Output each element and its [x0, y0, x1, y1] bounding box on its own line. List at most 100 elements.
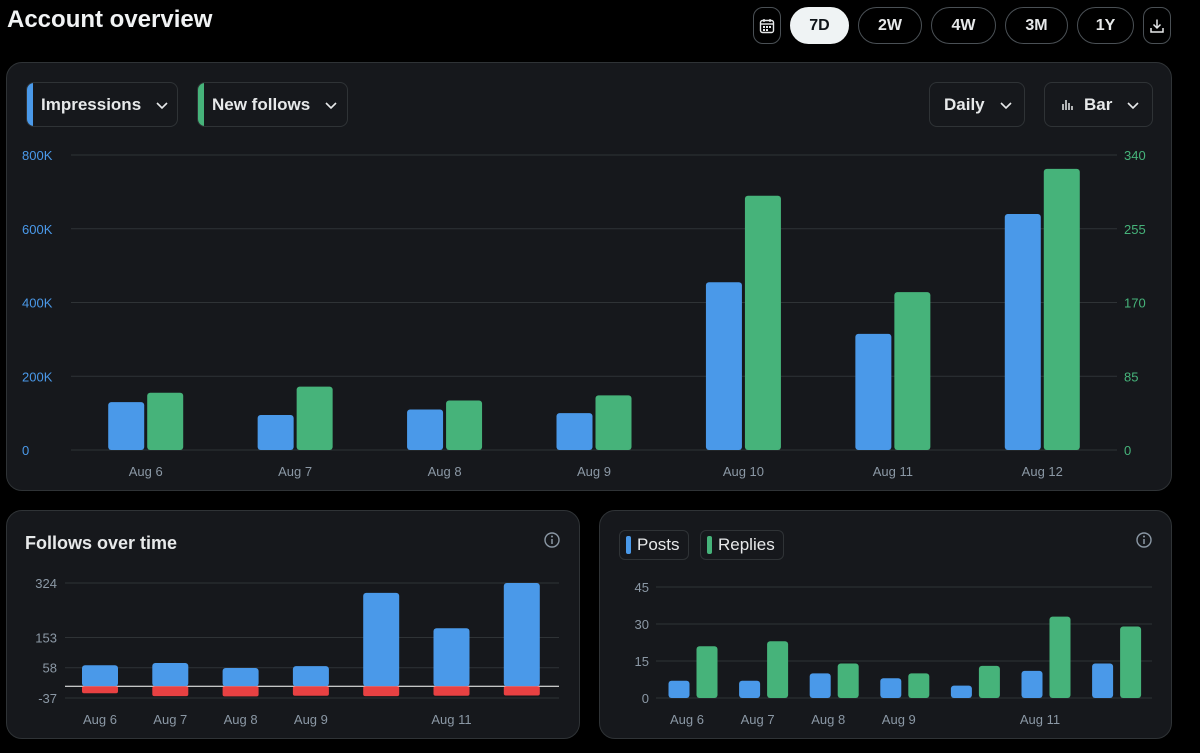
range-2w-button[interactable]: 2W	[858, 7, 922, 44]
x-axis-tick-label: Aug 7	[741, 712, 775, 727]
x-axis-tick-label: Aug 7	[278, 464, 312, 479]
right-axis-tick-label: 170	[1124, 296, 1146, 311]
bar-impressions	[108, 402, 145, 450]
bar-replies	[767, 641, 789, 698]
chevron-down-icon	[999, 98, 1013, 112]
bar-follows-lost	[433, 686, 470, 696]
download-icon	[1150, 19, 1164, 33]
metric1-color-swatch	[27, 83, 33, 126]
y-axis-tick-label: 30	[635, 617, 649, 632]
legend-replies-label: Replies	[718, 535, 775, 554]
range-4w-button[interactable]: 4W	[931, 7, 996, 44]
chart-type-label: Bar	[1084, 94, 1113, 114]
bar-new-follows	[744, 195, 781, 450]
x-axis-tick-label: Aug 11	[1020, 712, 1060, 727]
range-1y-button[interactable]: 1Y	[1077, 7, 1134, 44]
x-axis-tick-label: Aug 6	[670, 712, 704, 727]
range-3m-button[interactable]: 3M	[1005, 7, 1068, 44]
x-axis-tick-label: Aug 11	[431, 712, 471, 727]
y-axis-tick-label: 153	[35, 630, 57, 645]
legend-posts[interactable]: Posts	[619, 530, 689, 560]
y-axis-tick-label: 58	[43, 661, 57, 676]
bar-follows-gained	[292, 666, 329, 687]
metric1-label: Impressions	[41, 94, 142, 114]
right-axis-tick-label: 340	[1124, 148, 1146, 163]
bar-new-follows	[1043, 168, 1080, 450]
follows-card-title: Follows over time	[25, 533, 178, 553]
bar-impressions	[1004, 214, 1041, 450]
page-title: Account overview	[7, 6, 213, 33]
info-icon[interactable]	[1135, 531, 1153, 549]
bar-replies	[908, 673, 930, 698]
y-axis-tick-label: 324	[35, 576, 57, 591]
bar-follows-gained	[363, 592, 400, 687]
metric1-dropdown[interactable]: Impressions	[26, 82, 178, 127]
bar-follows-gained	[152, 662, 189, 687]
bar-replies	[696, 646, 718, 698]
bar-posts	[739, 680, 761, 698]
x-axis-tick-label: Aug 6	[83, 712, 117, 727]
left-axis-tick-label: 0	[22, 443, 29, 458]
metric2-color-swatch	[198, 83, 204, 126]
account-overview-chart-card: Impressions New follows Daily Bar	[6, 62, 1172, 491]
bar-follows-gained	[503, 583, 540, 687]
bar-posts	[809, 673, 831, 698]
bar-follows-lost	[222, 686, 259, 697]
bar-posts	[950, 685, 972, 698]
bar-replies	[1120, 626, 1142, 698]
x-axis-tick-label: Aug 10	[723, 464, 764, 479]
bar-follows-gained	[222, 668, 259, 687]
calendar-icon	[759, 18, 775, 33]
info-icon[interactable]	[543, 531, 561, 549]
y-axis-tick-label: 45	[635, 580, 649, 595]
bar-posts	[1092, 663, 1114, 698]
bar-impressions	[257, 414, 294, 450]
x-axis-tick-label: Aug 9	[577, 464, 611, 479]
download-button[interactable]	[1143, 7, 1171, 44]
bar-follows-lost	[363, 686, 400, 697]
bar-replies	[978, 665, 1000, 698]
y-axis-tick-label: 15	[635, 654, 649, 669]
x-axis-tick-label: Aug 9	[882, 712, 916, 727]
replies-color-swatch	[707, 536, 712, 554]
x-axis-tick-label: Aug 6	[129, 464, 163, 479]
chart-type-dropdown[interactable]: Bar	[1044, 82, 1153, 127]
left-axis-tick-label: 800K	[22, 148, 53, 163]
posts-color-swatch	[626, 536, 631, 554]
bar-posts	[668, 680, 690, 698]
bar-follows-lost	[292, 686, 329, 696]
bar-impressions	[407, 409, 444, 450]
x-axis-tick-label: Aug 11	[873, 464, 913, 479]
bar-follows-gained	[82, 665, 118, 687]
bar-posts	[1021, 670, 1043, 698]
x-axis-tick-label: Aug 8	[428, 464, 462, 479]
right-axis-tick-label: 0	[1124, 443, 1131, 458]
interval-dropdown[interactable]: Daily	[929, 82, 1025, 127]
interval-label: Daily	[944, 94, 985, 114]
bar-new-follows	[595, 395, 632, 450]
calendar-button[interactable]	[753, 7, 781, 44]
bar-follows-gained	[433, 628, 470, 687]
metric2-label: New follows	[212, 94, 311, 114]
left-axis-tick-label: 400K	[22, 296, 53, 311]
bar-follows-lost	[82, 686, 118, 694]
metric2-dropdown[interactable]: New follows	[197, 82, 348, 127]
bar-replies	[837, 663, 859, 698]
right-axis-tick-label: 255	[1124, 222, 1146, 237]
bar-replies	[1049, 616, 1071, 698]
bar-impressions	[705, 282, 742, 450]
bar-follows-lost	[152, 686, 189, 697]
chevron-down-icon	[155, 98, 169, 112]
legend-replies[interactable]: Replies	[700, 530, 784, 560]
follows-over-time-card: Follows over time 324 153 58 -37 Aug 6 Aug 7 A…	[6, 510, 580, 739]
impressions-follows-chart: 0 200K 400K 600K 800K 0 85 170 255 340 Aug 6 Aug 7 A…	[22, 148, 1146, 479]
range-7d-button[interactable]: 7D	[790, 7, 849, 44]
legend-posts-label: Posts	[637, 535, 680, 554]
chevron-down-icon	[1126, 98, 1140, 112]
posts-replies-card: Posts Replies 45 30 15 0 Aug 6 Aug 7 Aug 8 Aug …	[599, 510, 1172, 739]
x-axis-tick-label: Aug 12	[1022, 464, 1063, 479]
posts-replies-chart: 45 30 15 0 Aug 6 Aug 7 Aug 8 Aug 9 Aug 11	[635, 580, 1152, 727]
date-range-bar: 7D 2W 4W 3M 1Y	[753, 7, 1171, 44]
bar-new-follows	[894, 292, 931, 450]
left-axis-tick-label: 600K	[22, 222, 53, 237]
